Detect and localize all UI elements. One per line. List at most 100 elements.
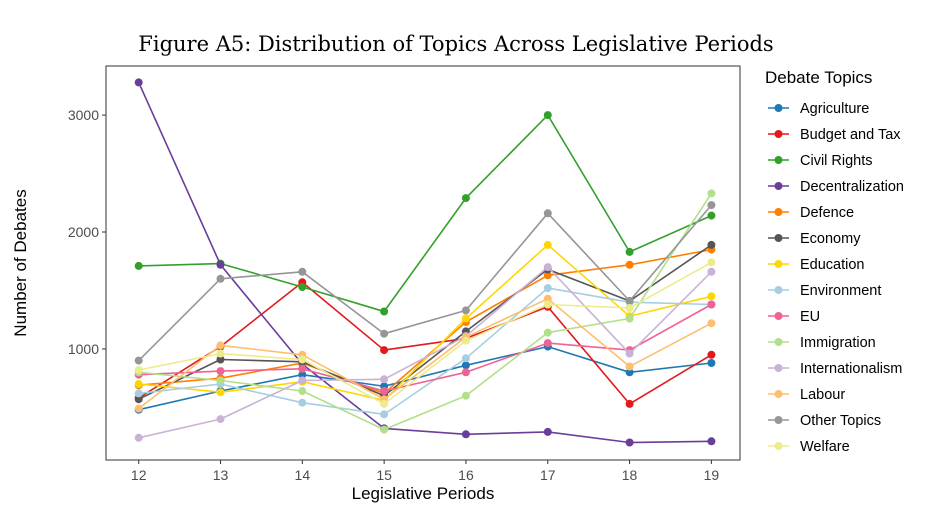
data-point-other-topics (543, 209, 552, 218)
series-line-environment (138, 287, 712, 416)
legend-title: Debate Topics (765, 68, 872, 87)
legend: Debate Topics Agriculture Budget and Tax C… (765, 68, 904, 455)
data-point-eu (298, 364, 307, 373)
data-point-agriculture (298, 370, 307, 379)
data-point-economy (707, 240, 716, 249)
data-point-civil-rights (298, 283, 307, 291)
legend-label: Environment (800, 283, 881, 299)
data-point-other-topics (461, 306, 470, 315)
data-point-internationalism (298, 376, 307, 385)
data-point-budget-and-tax (707, 350, 716, 359)
data-point-internationalism (216, 415, 225, 424)
data-point-agriculture (461, 361, 470, 370)
data-point-other-topics (625, 297, 634, 305)
data-point-welfare (707, 258, 716, 267)
data-point-defence (543, 271, 552, 280)
x-tick-label: 17 (540, 467, 556, 483)
x-tick-label: 14 (295, 467, 311, 483)
series-layer (134, 78, 716, 447)
data-point-labour (134, 404, 143, 413)
legend-item-education: Education (768, 257, 865, 273)
data-point-environment (134, 389, 143, 398)
data-point-eu (380, 387, 389, 395)
data-point-internationalism (134, 433, 143, 442)
series-immigration (134, 189, 716, 434)
legend-label: Other Topics (800, 413, 881, 429)
legend-key-point (774, 208, 783, 216)
legend-key-point (774, 286, 783, 294)
data-point-decentralization (707, 437, 716, 446)
data-point-decentralization (543, 427, 552, 436)
data-point-immigration (543, 328, 552, 337)
data-point-other-topics (298, 267, 307, 276)
chart-title: Figure A5: Distribution of Topics Across… (138, 32, 773, 56)
data-point-eu (543, 339, 552, 348)
data-point-internationalism (707, 267, 716, 276)
data-point-immigration (380, 425, 389, 434)
plot-panel (105, 65, 741, 461)
data-point-labour (707, 319, 716, 328)
series-line-education (138, 244, 712, 402)
x-tick-label: 16 (458, 467, 474, 483)
legend-label: Internationalism (800, 361, 902, 377)
x-axis-title: Legislative Periods (352, 484, 495, 503)
data-point-labour (625, 362, 634, 371)
x-axis: 12 13 14 15 16 17 18 19 (131, 460, 719, 483)
legend-key-point (774, 156, 783, 164)
data-point-immigration (707, 189, 716, 198)
legend-key-point (774, 364, 783, 372)
data-point-internationalism (543, 263, 552, 272)
legend-label: Economy (800, 231, 861, 247)
legend-label: EU (800, 309, 820, 325)
x-tick-label: 15 (376, 467, 392, 483)
legend-key-point (774, 234, 783, 242)
legend-label: Immigration (800, 335, 876, 351)
data-point-decentralization (461, 430, 470, 439)
data-point-economy (216, 355, 225, 364)
data-point-education (707, 292, 716, 301)
data-point-welfare (625, 304, 634, 312)
y-axis: 1000 2000 3000 (68, 107, 106, 357)
data-point-environment (380, 410, 389, 419)
data-point-other-topics (707, 201, 716, 210)
data-point-eu (707, 300, 716, 309)
data-point-immigration (298, 387, 307, 395)
legend-label: Agriculture (800, 101, 869, 117)
data-point-education (216, 388, 225, 397)
data-point-decentralization (625, 438, 634, 447)
legend-key-point (774, 130, 783, 138)
legend-label: Civil Rights (800, 153, 873, 169)
data-point-budget-and-tax (625, 399, 634, 408)
series-line-decentralization (137, 82, 712, 444)
x-tick-label: 19 (704, 467, 720, 483)
series-line-welfare (138, 261, 712, 405)
legend-key-point (774, 390, 783, 398)
legend-key-point (774, 416, 783, 424)
series-line-economy (138, 244, 712, 400)
legend-key-point (774, 312, 783, 320)
data-point-welfare (543, 300, 552, 309)
data-point-economy (134, 395, 143, 404)
series-line-eu (138, 303, 712, 392)
data-point-labour (543, 294, 552, 303)
legend-key-point (774, 104, 783, 112)
data-point-eu (216, 367, 225, 376)
data-point-civil-rights (461, 194, 470, 203)
y-tick-label: 3000 (68, 107, 99, 123)
legend-key-point (774, 260, 783, 268)
legend-item-internationalism: Internationalism (768, 361, 902, 377)
series-welfare (134, 258, 716, 408)
data-point-other-topics (380, 329, 389, 338)
data-point-agriculture (707, 359, 716, 367)
data-point-civil-rights (543, 111, 552, 120)
data-point-welfare (216, 349, 225, 358)
legend-label: Welfare (800, 439, 850, 455)
legend-item-environment: Environment (768, 283, 881, 299)
data-point-other-topics (216, 274, 225, 283)
data-point-eu (461, 368, 470, 377)
data-point-immigration (625, 314, 634, 323)
series-line-labour (138, 297, 712, 410)
series-line-immigration (138, 192, 713, 431)
series-other-topics (134, 201, 716, 365)
legend-item-agriculture: Agriculture (768, 101, 869, 117)
